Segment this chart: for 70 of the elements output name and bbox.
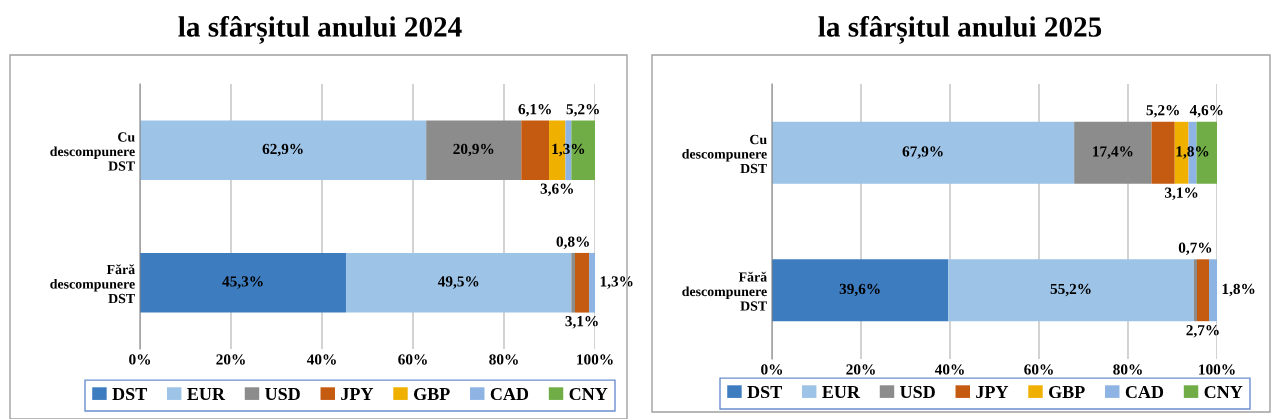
bar [1074, 121, 1152, 184]
x-tick-label: 80% [1113, 364, 1142, 375]
y-tick-label: Fără descompunere DST [50, 264, 135, 304]
bar [574, 252, 590, 313]
bar [140, 120, 427, 181]
x-tick-label: 40% [934, 364, 964, 375]
legend-label: USD [265, 387, 300, 401]
data-label: 67,9% [902, 146, 943, 159]
bar [521, 120, 550, 181]
x-tick-label: 0% [761, 364, 783, 375]
bar [1151, 121, 1175, 184]
data-label: 2,7% [1186, 325, 1219, 338]
data-label: 20,9% [453, 143, 494, 157]
x-tick-label: 100% [1199, 364, 1235, 375]
data-label: 1,8% [1176, 146, 1209, 159]
x-tick-label: 20% [846, 364, 875, 375]
legend-label: USD [900, 385, 935, 399]
y-tick-label: Fără descompunere DST [682, 271, 767, 311]
y-tick-label: Cu descompunere DST [682, 134, 767, 174]
x-tick-label: 100% [577, 354, 613, 365]
legend-label: CAD [1125, 385, 1164, 399]
data-label: 39,6% [839, 283, 880, 297]
legend-label: JPY [976, 386, 1009, 399]
data-label: 5,2% [566, 104, 599, 117]
data-label: 6,1% [518, 104, 551, 117]
x-tick-label: 60% [1024, 364, 1053, 375]
x-tick-label: 20% [216, 354, 245, 365]
bar [571, 252, 575, 313]
legend-label: GBP [1049, 385, 1085, 399]
legend-label: CAD [490, 387, 529, 401]
data-label: 4,6% [1189, 105, 1223, 118]
data-label: 1,3% [600, 276, 633, 289]
data-label: 0,7% [1178, 242, 1212, 256]
data-label: 0,8% [556, 236, 589, 250]
x-tick-label: 0% [129, 354, 151, 365]
bar [140, 252, 347, 313]
bar [772, 259, 949, 322]
bar [589, 252, 595, 313]
data-label: 55,2% [1050, 283, 1091, 297]
data-label: 3,6% [540, 183, 573, 197]
data-label: 1,8% [1222, 283, 1255, 297]
legend-label: CNY [1204, 385, 1243, 399]
x-tick-label: 80% [489, 354, 518, 365]
bar [1193, 259, 1197, 322]
legend-label: EUR [822, 386, 861, 399]
bar [1196, 259, 1209, 322]
data-label: 1,3% [552, 143, 585, 157]
legend-label: CNY [569, 387, 608, 401]
bar [426, 120, 522, 181]
data-label: 5,2% [1146, 105, 1179, 118]
data-label: 62,9% [262, 143, 303, 157]
bar [346, 252, 572, 313]
chart-title: la sfârșitul anului 2024 [178, 15, 462, 45]
bar [1208, 259, 1217, 322]
x-tick-label: 60% [398, 354, 427, 365]
bar [948, 259, 1194, 322]
legend-label: DST [112, 387, 147, 401]
chart-title: la sfârșitul anului 2025 [818, 15, 1102, 45]
data-label: 45,3% [222, 276, 263, 289]
x-tick-label: 40% [306, 354, 336, 365]
legend-label: DST [747, 385, 782, 399]
legend-label: GBP [414, 387, 450, 401]
y-tick-label: Cu descompunere DST [50, 132, 135, 171]
data-label: 3,1% [565, 316, 598, 329]
data-label: 49,5% [437, 276, 479, 289]
legend-label: JPY [341, 388, 374, 401]
bar [772, 121, 1075, 184]
data-label: 17,4% [1093, 146, 1133, 159]
legend-label: EUR [187, 388, 226, 401]
data-label: 3,1% [1165, 187, 1198, 201]
